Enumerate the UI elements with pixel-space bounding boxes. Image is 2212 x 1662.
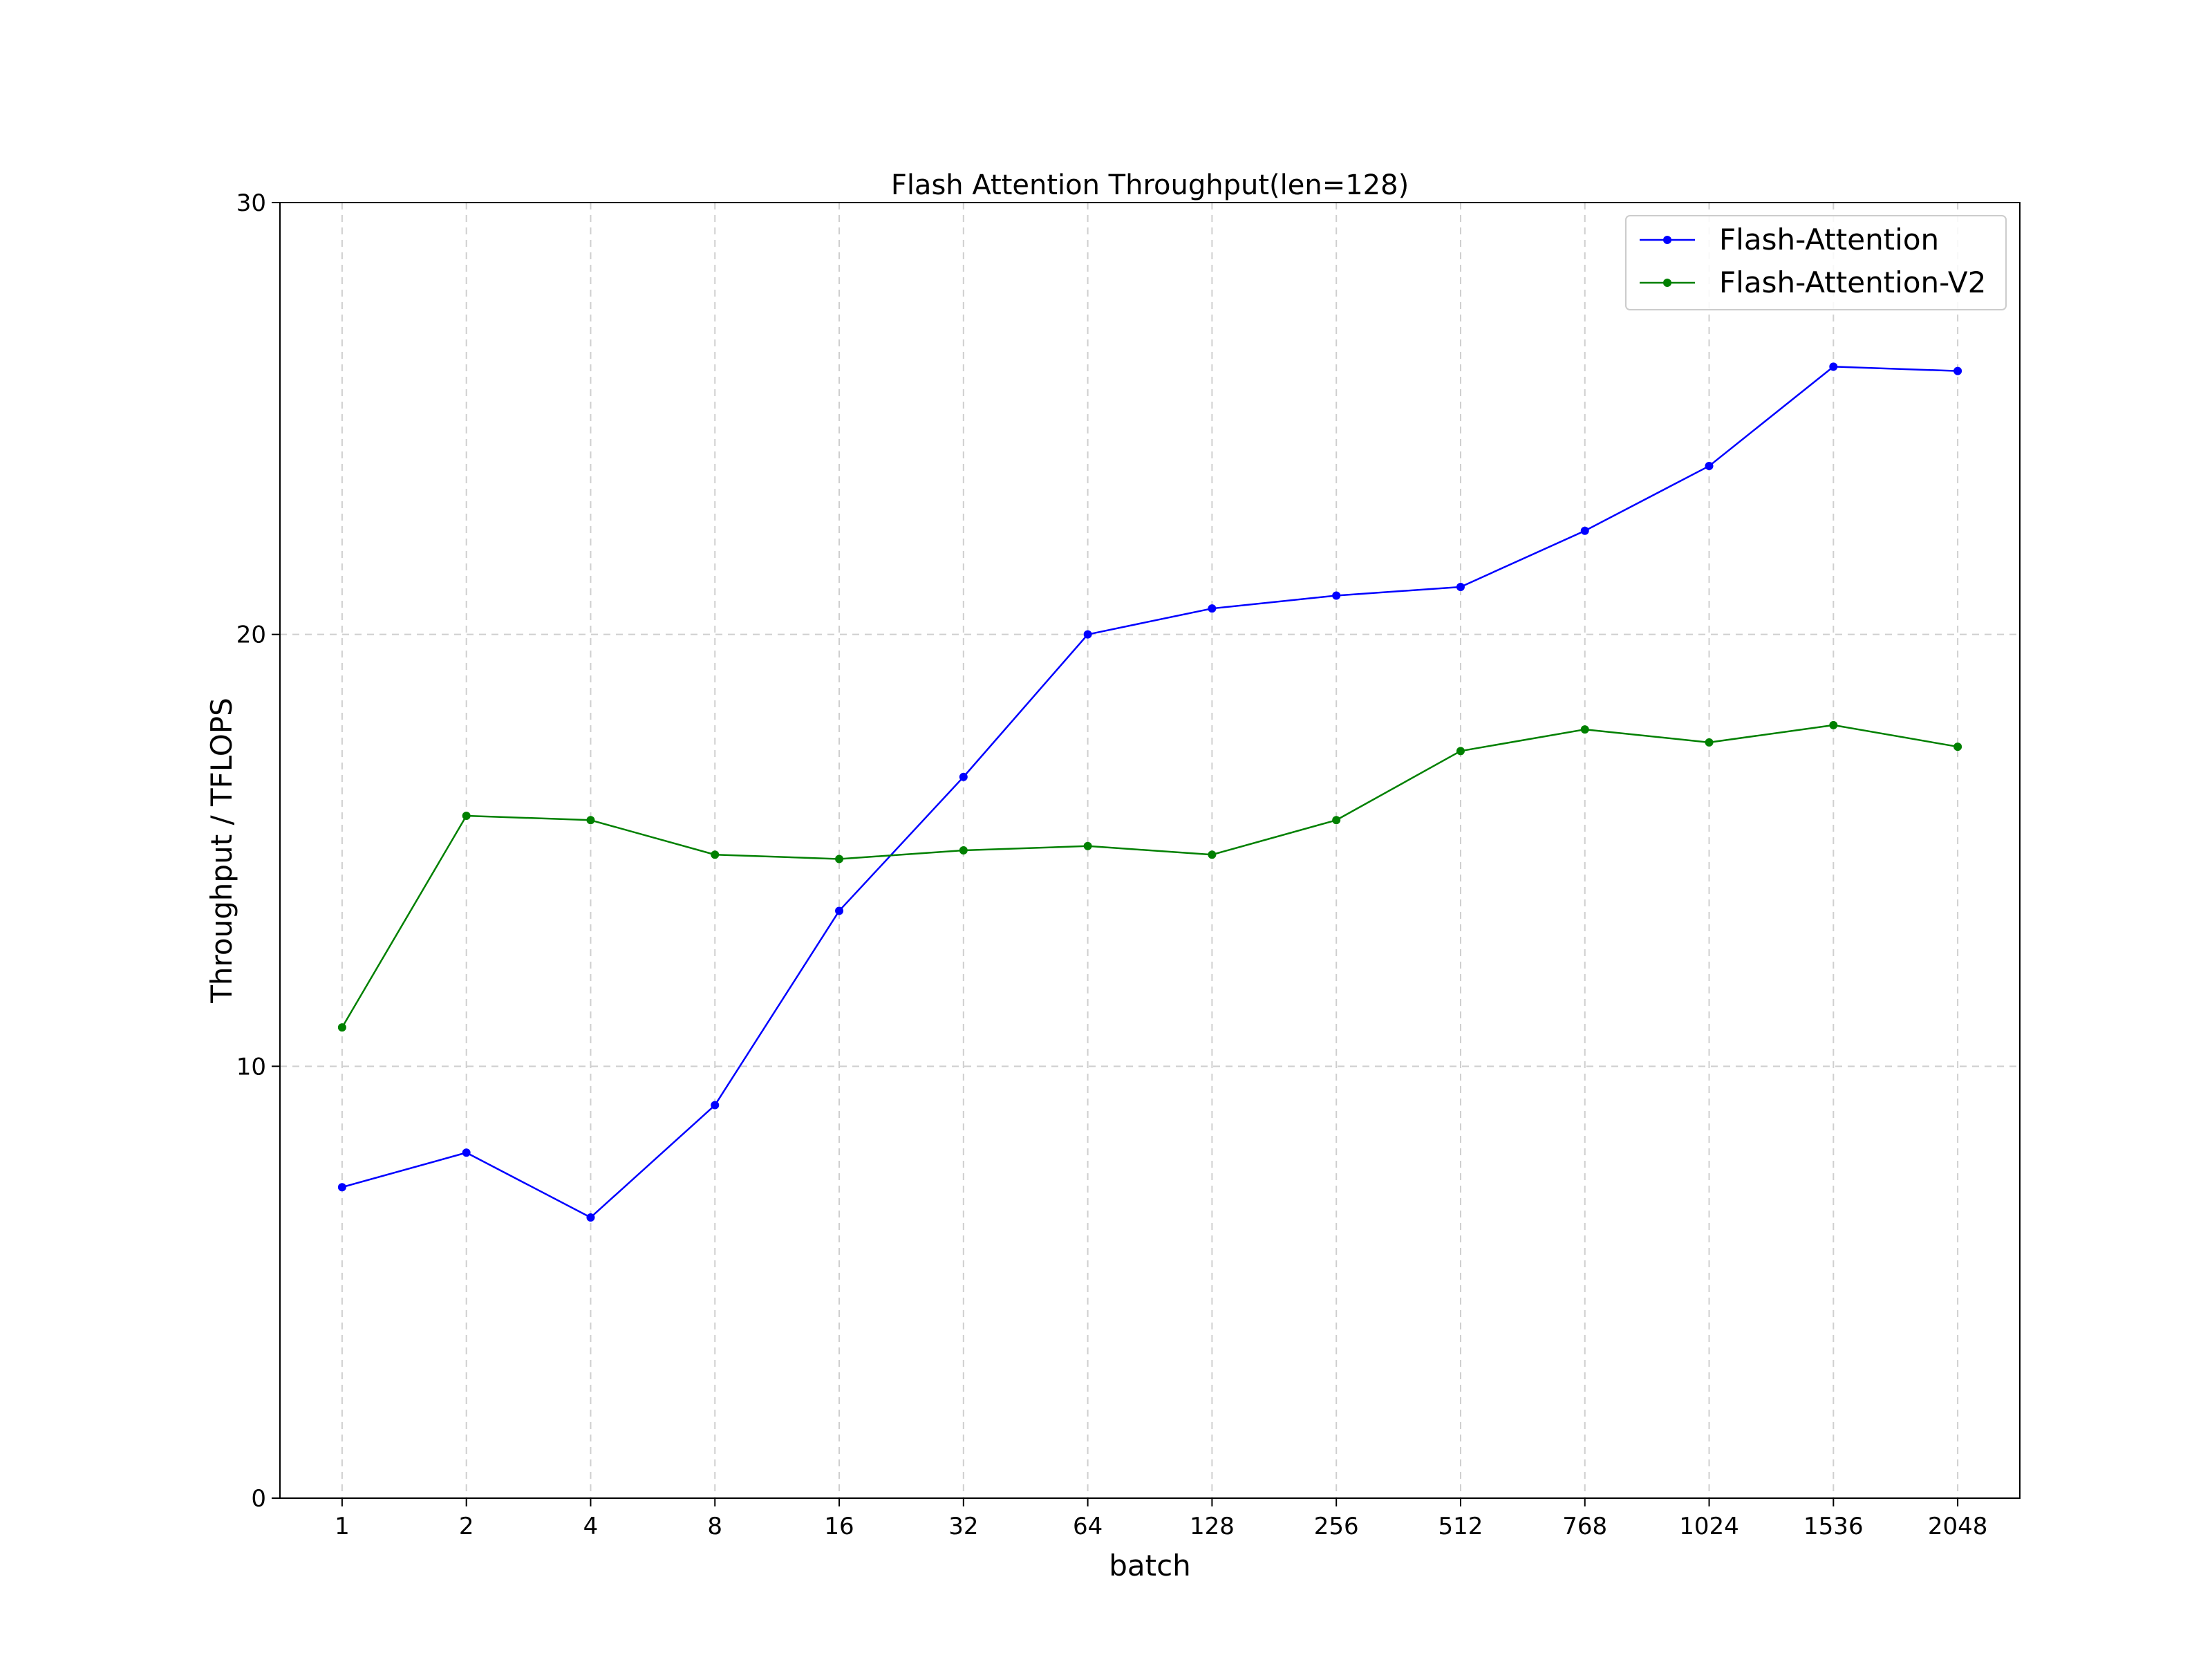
x-tick-label: 8 <box>707 1513 722 1540</box>
data-point <box>462 1148 471 1157</box>
x-tick-label: 64 <box>1073 1513 1103 1540</box>
y-tick-label: 0 <box>251 1485 266 1513</box>
y-tick-label: 30 <box>236 189 266 217</box>
x-tick-label: 16 <box>824 1513 854 1540</box>
y-tick-label: 10 <box>236 1053 266 1081</box>
data-point <box>1208 850 1217 859</box>
x-tick-label: 512 <box>1438 1513 1483 1540</box>
data-point <box>586 816 595 825</box>
legend-swatch-marker <box>1663 279 1671 287</box>
x-tick-label: 128 <box>1190 1513 1235 1540</box>
data-point <box>1580 725 1589 734</box>
x-axis-title: batch <box>1109 1549 1191 1582</box>
series-1 <box>337 362 1962 1222</box>
x-tick-label: 2048 <box>1928 1513 1988 1540</box>
series-line <box>341 366 1958 1219</box>
data-point <box>835 906 844 915</box>
data-point <box>959 772 968 781</box>
x-tick-label: 768 <box>1562 1513 1607 1540</box>
y-axis-title: Throughput / TFLOPS <box>205 698 238 1004</box>
data-point <box>1829 720 1838 729</box>
data-point <box>1332 816 1341 825</box>
grid-layer <box>280 203 2020 1498</box>
data-point <box>711 1101 720 1110</box>
legend-label: Flash-Attention-V2 <box>1719 265 1986 299</box>
data-point <box>337 1183 346 1192</box>
data-point <box>835 855 844 863</box>
plot-area-frame <box>279 202 2021 1499</box>
x-tick-label: 256 <box>1314 1513 1359 1540</box>
data-point <box>1083 841 1092 850</box>
legend-swatch-marker <box>1663 236 1671 244</box>
legend-label: Flash-Attention <box>1719 223 1939 256</box>
x-tick-label: 4 <box>583 1513 599 1540</box>
data-point <box>1456 747 1465 756</box>
legend: Flash-Attention Flash-Attention-V2 <box>1625 215 2007 310</box>
data-point <box>462 812 471 821</box>
x-tick-label: 2 <box>459 1513 474 1540</box>
x-tick-label: 1536 <box>1803 1513 1864 1540</box>
data-point <box>1083 630 1092 639</box>
data-point <box>711 850 720 859</box>
tick-layer: 1 2 4 8 16 32 64 128 256 512 768 1024 1536 2048 0 10 20 3… <box>236 189 1988 1540</box>
series-layer <box>337 362 1962 1222</box>
data-point <box>1208 604 1217 613</box>
x-tick-label: 1 <box>335 1513 350 1540</box>
x-tick-label: 32 <box>948 1513 978 1540</box>
legend-box <box>1625 215 2007 310</box>
data-point <box>1953 366 1962 375</box>
data-point <box>1829 362 1838 371</box>
data-point <box>1332 591 1341 600</box>
chart-title: Flash Attention Throughput(len=128) <box>891 169 1409 201</box>
data-point <box>337 1023 346 1032</box>
y-tick-label: 20 <box>236 622 266 649</box>
data-point <box>1705 462 1714 471</box>
data-point <box>586 1213 595 1222</box>
data-point <box>959 846 968 855</box>
series-2 <box>337 720 1962 1032</box>
data-point <box>1456 582 1465 591</box>
series-line <box>341 724 1958 1028</box>
data-point <box>1580 526 1589 535</box>
data-point <box>1705 738 1714 747</box>
data-point <box>1953 743 1962 751</box>
x-tick-label: 1024 <box>1679 1513 1739 1540</box>
